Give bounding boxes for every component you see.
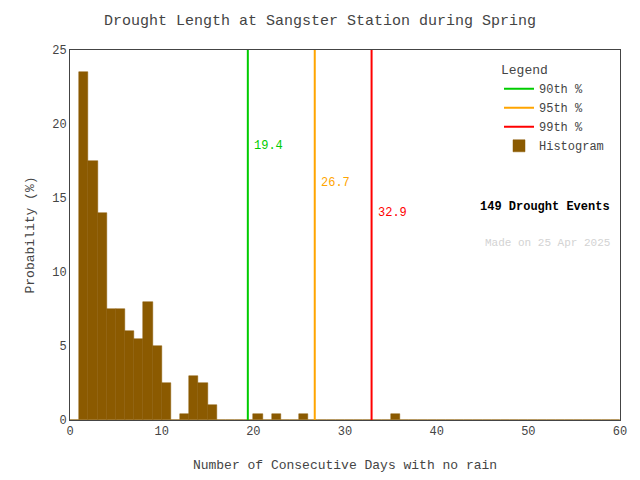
svg-text:149 Drought Events: 149 Drought Events [480, 200, 610, 214]
svg-text:0: 0 [66, 425, 73, 439]
svg-text:15: 15 [52, 192, 66, 206]
svg-text:Number of Consecutive Days wit: Number of Consecutive Days with no rain [193, 458, 497, 473]
svg-text:60: 60 [613, 425, 627, 439]
svg-text:40: 40 [429, 425, 443, 439]
svg-text:26.7: 26.7 [321, 176, 350, 190]
svg-text:50: 50 [521, 425, 535, 439]
svg-text:95th %: 95th % [539, 102, 583, 116]
svg-text:Histogram: Histogram [539, 140, 604, 154]
svg-text:Legend: Legend [501, 63, 548, 78]
svg-text:Probability (%): Probability (%) [23, 176, 38, 293]
svg-text:10: 10 [52, 266, 66, 280]
svg-text:10: 10 [154, 425, 168, 439]
svg-text:32.9: 32.9 [378, 206, 407, 220]
svg-text:20: 20 [246, 425, 260, 439]
svg-text:20: 20 [52, 118, 66, 132]
svg-text:19.4: 19.4 [254, 139, 283, 153]
svg-text:0: 0 [59, 414, 66, 428]
svg-text:90th %: 90th % [539, 83, 583, 97]
svg-text:30: 30 [338, 425, 352, 439]
svg-text:Made on 25 Apr 2025: Made on 25 Apr 2025 [485, 237, 610, 249]
svg-text:Drought Length at Sangster Sta: Drought Length at Sangster Station durin… [104, 13, 536, 30]
svg-text:5: 5 [59, 340, 66, 354]
svg-text:25: 25 [52, 44, 66, 58]
svg-text:99th %: 99th % [539, 121, 583, 135]
